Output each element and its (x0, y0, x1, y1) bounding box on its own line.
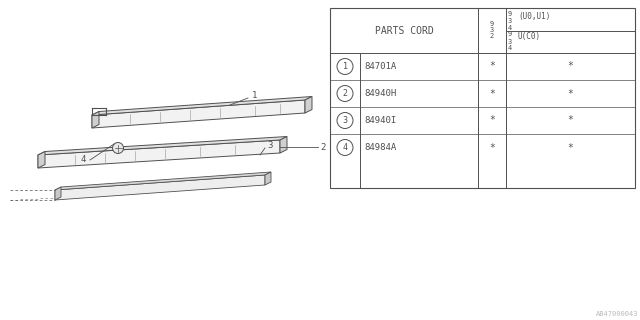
Text: *: * (489, 89, 495, 99)
Text: *: * (568, 89, 573, 99)
Text: U(C0): U(C0) (518, 33, 541, 42)
Text: 3: 3 (508, 38, 512, 44)
Polygon shape (38, 140, 280, 168)
Text: 3: 3 (508, 18, 512, 24)
Polygon shape (55, 187, 61, 200)
Text: 4: 4 (342, 143, 348, 152)
Text: *: * (489, 116, 495, 125)
Text: 1: 1 (342, 62, 348, 71)
Text: 9: 9 (508, 31, 512, 37)
Text: 1: 1 (252, 92, 257, 100)
Polygon shape (305, 97, 312, 113)
Text: (U0,U1): (U0,U1) (518, 12, 550, 21)
Text: 4: 4 (508, 25, 512, 31)
Text: 4: 4 (508, 45, 512, 52)
Polygon shape (55, 172, 271, 190)
Circle shape (337, 59, 353, 75)
Text: PARTS CORD: PARTS CORD (374, 26, 433, 36)
Circle shape (337, 140, 353, 156)
Text: *: * (568, 142, 573, 153)
Text: 4: 4 (81, 156, 86, 164)
Text: 84984A: 84984A (364, 143, 396, 152)
Polygon shape (38, 137, 287, 155)
Circle shape (113, 142, 124, 154)
Polygon shape (92, 100, 305, 128)
Text: *: * (489, 142, 495, 153)
Text: 9: 9 (508, 11, 512, 17)
Circle shape (337, 113, 353, 129)
Text: 9
3
2: 9 3 2 (490, 21, 494, 39)
Polygon shape (92, 97, 312, 115)
Polygon shape (280, 137, 287, 153)
Polygon shape (265, 172, 271, 185)
Text: 3: 3 (342, 116, 348, 125)
Text: 84701A: 84701A (364, 62, 396, 71)
Polygon shape (92, 111, 99, 128)
Text: 84940I: 84940I (364, 116, 396, 125)
Text: *: * (568, 116, 573, 125)
Text: 84940H: 84940H (364, 89, 396, 98)
Text: 2: 2 (342, 89, 348, 98)
Polygon shape (55, 175, 265, 200)
Circle shape (337, 85, 353, 101)
Text: *: * (568, 61, 573, 71)
Bar (330, 8, 635, 188)
Text: 3: 3 (267, 141, 273, 150)
Polygon shape (38, 151, 45, 168)
Text: 2: 2 (320, 142, 325, 151)
Text: AB47000043: AB47000043 (595, 311, 638, 317)
Text: *: * (489, 61, 495, 71)
